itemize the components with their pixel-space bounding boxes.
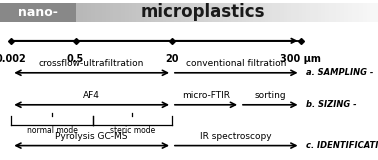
Text: AF4: AF4 <box>83 91 100 100</box>
Bar <box>314 3 318 22</box>
Text: b. SIZING -: b. SIZING - <box>306 100 357 109</box>
Bar <box>0 3 76 22</box>
Bar <box>159 3 163 22</box>
Bar <box>189 3 193 22</box>
Bar <box>325 3 329 22</box>
Bar <box>333 3 336 22</box>
Text: conventional filtration: conventional filtration <box>186 59 287 68</box>
Bar <box>321 3 325 22</box>
Bar <box>117 3 121 22</box>
Text: 20: 20 <box>165 54 179 64</box>
Bar <box>185 3 189 22</box>
Bar <box>272 3 276 22</box>
Bar <box>136 3 140 22</box>
Bar <box>363 3 367 22</box>
Bar <box>370 3 374 22</box>
Bar <box>94 3 98 22</box>
Bar <box>212 3 215 22</box>
Bar <box>215 3 219 22</box>
Bar <box>200 3 204 22</box>
Bar <box>147 3 151 22</box>
Bar <box>106 3 110 22</box>
Bar <box>193 3 197 22</box>
Bar <box>163 3 166 22</box>
Bar <box>102 3 106 22</box>
Text: micro-FTIR: micro-FTIR <box>182 91 230 100</box>
Bar <box>306 3 310 22</box>
Bar <box>91 3 94 22</box>
Bar <box>234 3 238 22</box>
Bar <box>291 3 295 22</box>
Bar <box>178 3 181 22</box>
Bar <box>83 3 87 22</box>
Bar <box>181 3 185 22</box>
Bar <box>219 3 223 22</box>
Bar <box>197 3 200 22</box>
Bar <box>79 3 83 22</box>
Bar <box>204 3 208 22</box>
Bar <box>318 3 321 22</box>
Bar <box>295 3 299 22</box>
Bar <box>340 3 344 22</box>
Bar <box>336 3 340 22</box>
Bar <box>129 3 132 22</box>
Bar <box>132 3 136 22</box>
Bar <box>284 3 287 22</box>
Text: crossflow-ultrafiltration: crossflow-ultrafiltration <box>39 59 144 68</box>
Bar <box>140 3 144 22</box>
Bar <box>238 3 242 22</box>
Text: IR spectroscopy: IR spectroscopy <box>200 132 272 141</box>
Bar <box>276 3 280 22</box>
Bar <box>310 3 314 22</box>
Bar <box>76 3 79 22</box>
Bar <box>374 3 378 22</box>
Text: normal mode: normal mode <box>26 126 77 135</box>
Bar <box>231 3 234 22</box>
Text: microplastics: microplastics <box>140 3 265 21</box>
Bar <box>261 3 265 22</box>
Bar <box>367 3 370 22</box>
Bar <box>121 3 125 22</box>
Bar <box>348 3 352 22</box>
Bar <box>110 3 113 22</box>
Bar <box>125 3 129 22</box>
Bar <box>253 3 257 22</box>
Bar <box>98 3 102 22</box>
Text: Pyrolysis GC-MS: Pyrolysis GC-MS <box>56 132 128 141</box>
Bar <box>87 3 91 22</box>
Bar <box>208 3 212 22</box>
Bar <box>242 3 246 22</box>
Text: 0.002: 0.002 <box>0 54 27 64</box>
Bar <box>257 3 261 22</box>
Bar <box>359 3 363 22</box>
Bar <box>170 3 174 22</box>
Bar <box>166 3 170 22</box>
Bar <box>249 3 253 22</box>
Bar <box>151 3 155 22</box>
Text: a. SAMPLING -: a. SAMPLING - <box>306 68 373 77</box>
Text: steric mode: steric mode <box>110 126 155 135</box>
Text: c. IDENTIFICATION -: c. IDENTIFICATION - <box>306 141 378 150</box>
Bar <box>265 3 268 22</box>
Bar <box>299 3 302 22</box>
Bar <box>246 3 249 22</box>
Bar <box>302 3 306 22</box>
Bar <box>280 3 284 22</box>
Bar <box>113 3 117 22</box>
Bar <box>268 3 272 22</box>
Bar <box>329 3 333 22</box>
Bar <box>352 3 355 22</box>
Bar <box>287 3 291 22</box>
Bar <box>344 3 348 22</box>
Bar <box>227 3 231 22</box>
Bar <box>155 3 159 22</box>
Bar <box>355 3 359 22</box>
Text: sorting: sorting <box>254 91 286 100</box>
Bar <box>174 3 178 22</box>
Text: 300 μm: 300 μm <box>280 54 321 64</box>
Text: nano-: nano- <box>18 6 58 19</box>
Bar <box>144 3 147 22</box>
Text: 0.5: 0.5 <box>67 54 84 64</box>
Bar <box>223 3 227 22</box>
